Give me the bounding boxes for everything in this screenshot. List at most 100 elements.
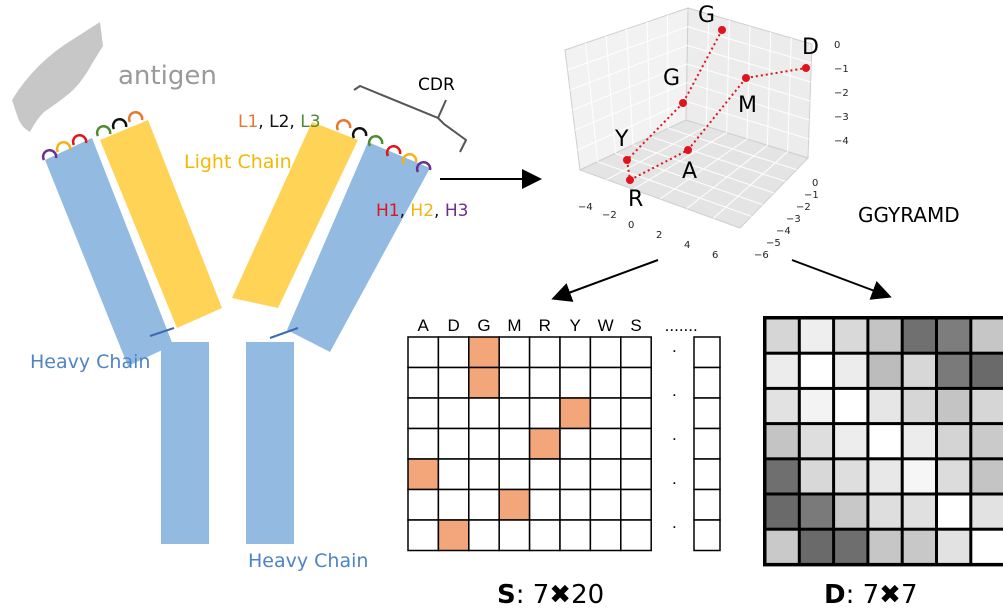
l1-label: L1	[238, 112, 258, 132]
s-matrix-cell	[407, 397, 440, 430]
d-matrix-cell	[800, 319, 833, 352]
cdr-loop-right-4	[385, 145, 402, 157]
y-tick-label: −1	[804, 190, 819, 201]
s-last-column-cell	[693, 366, 721, 399]
d-matrix-cell	[972, 460, 1003, 493]
s-matrix-cell	[559, 519, 592, 552]
d-matrix-cell	[766, 425, 798, 458]
cdr-loop-right-6	[415, 161, 432, 173]
cdr-loop-left-6	[127, 111, 144, 123]
d-matrix-cell	[835, 354, 867, 387]
z-tick-label: −2	[834, 88, 849, 99]
d-matrix-cell	[800, 425, 833, 458]
s-matrix-cell	[589, 397, 622, 430]
gridline	[712, 151, 789, 219]
cdr-loop-right-5	[401, 153, 418, 165]
cdr-loop-right-2	[351, 127, 368, 139]
right-hinge-line	[269, 327, 299, 339]
path-segment	[682, 29, 723, 104]
d-matrix-cell	[903, 425, 935, 458]
s-column-header: A	[418, 316, 430, 335]
s-matrix-cell	[437, 427, 470, 460]
s-column-header: G	[477, 316, 490, 335]
cdr-loop-left-2	[55, 141, 72, 153]
d-matrix-cell	[800, 495, 833, 528]
cdr-loop-left-5	[111, 118, 128, 130]
antibody-diagram: antigen CDR L1, L2, L3 H1, H2, H3 Light …	[12, 22, 468, 572]
antigen-shape	[12, 22, 103, 132]
plot-points: G G Y R A M D	[614, 3, 819, 212]
d-matrix-cell	[938, 319, 970, 352]
d-matrix-cell	[972, 495, 1003, 528]
residue-point	[679, 99, 687, 107]
d-matrix-cell	[972, 354, 1003, 387]
cdr-loop-right-1	[335, 119, 352, 131]
z-tick-label: −3	[834, 112, 849, 123]
left-heavy-chain	[45, 138, 173, 366]
residue-point	[626, 176, 634, 184]
cdr-loop-left-3	[71, 134, 88, 146]
s-matrix-cell	[559, 336, 592, 369]
path-segment	[745, 67, 807, 79]
path-segment	[687, 77, 747, 151]
s-matrix-cell	[468, 519, 500, 552]
s-matrix-cell	[437, 519, 470, 552]
s-caption-symbol: S	[497, 580, 516, 610]
s-last-column-cell	[693, 427, 721, 460]
l3-label: L3	[300, 112, 320, 132]
s-matrix-cell	[559, 366, 592, 399]
s-matrix-cell	[437, 336, 470, 369]
d-matrix-cell	[800, 530, 833, 563]
s-matrix-cell	[528, 488, 561, 521]
s-matrix-caption: S: 7✖20	[497, 580, 604, 610]
s-last-column-cell	[693, 519, 721, 552]
d-caption-size: : 7✖7	[846, 580, 918, 610]
s-matrix-cell	[620, 397, 652, 430]
d-matrix-cell	[972, 389, 1003, 423]
residue-point	[684, 146, 692, 154]
d-matrix-cell	[903, 495, 935, 528]
d-matrix-cell	[835, 425, 867, 458]
d-matrix-cell	[766, 460, 798, 493]
s-matrix-cell	[498, 397, 531, 430]
d-matrix-cell	[835, 530, 867, 563]
path-segment	[629, 149, 689, 181]
cdr-bracket	[353, 84, 468, 153]
arrow-to-d-matrix	[791, 259, 892, 300]
d-caption-symbol: D	[824, 580, 846, 610]
sequence-label: GGYRAMD	[858, 203, 960, 227]
residue-label: G	[698, 3, 715, 28]
d-matrix-cell	[766, 530, 798, 563]
s-matrix-cell	[498, 427, 531, 460]
s-matrix-cell	[407, 427, 440, 460]
right-light-chain	[232, 122, 358, 308]
s-matrix-cell	[498, 458, 531, 491]
s-matrix-cell	[407, 366, 440, 399]
s-matrix-cell	[528, 397, 561, 430]
light-loop-labels: L1, L2, L3	[238, 112, 321, 132]
d-matrix-cell	[903, 354, 935, 387]
s-matrix-cell	[498, 488, 531, 521]
d-matrix-cell	[835, 319, 867, 352]
y-tick-label: −6	[754, 250, 769, 261]
s-matrix-cell	[589, 336, 622, 369]
heavy-chain-bottom-label: Heavy Chain	[248, 550, 368, 572]
s-last-column-cell	[693, 488, 721, 521]
ellipsis-dot: .	[672, 425, 677, 444]
x-tick-label: 0	[628, 220, 634, 231]
d-matrix-cell	[938, 460, 970, 493]
s-column-header: S	[630, 316, 641, 335]
s-matrix-cell	[437, 397, 470, 430]
y-tick-label: −2	[796, 202, 811, 213]
residue-label: D	[802, 35, 819, 60]
s-matrix-cell	[407, 458, 440, 491]
antigen-label: antigen	[118, 61, 217, 91]
s-matrix-cell	[407, 519, 440, 552]
s-matrix-cell	[407, 336, 440, 369]
d-matrix-cell	[869, 354, 901, 387]
left-cdr-loops	[41, 111, 144, 161]
residue-point	[623, 156, 631, 164]
s-last-column-cell	[693, 458, 721, 491]
residue-label: M	[738, 93, 757, 118]
s-matrix-cell	[620, 519, 652, 552]
